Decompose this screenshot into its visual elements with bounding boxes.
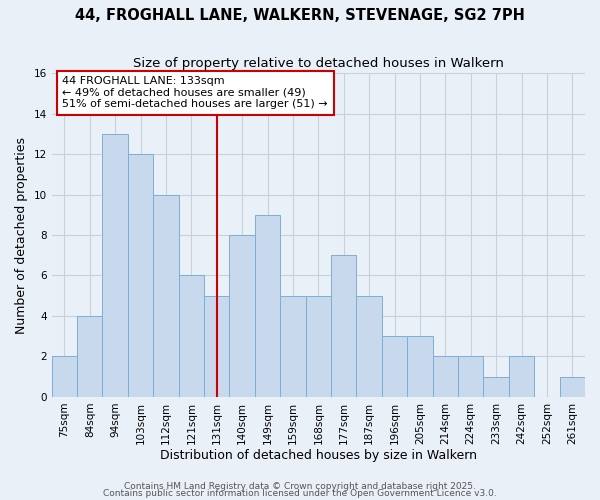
Bar [77, 316, 103, 397]
Bar [382, 336, 407, 397]
Bar [280, 296, 305, 397]
Text: Contains HM Land Registry data © Crown copyright and database right 2025.: Contains HM Land Registry data © Crown c… [124, 482, 476, 491]
Bar [356, 296, 382, 397]
Bar [52, 356, 77, 397]
Bar [458, 356, 484, 397]
Bar [331, 256, 356, 397]
Bar [407, 336, 433, 397]
Bar [128, 154, 153, 397]
Bar [560, 376, 585, 397]
Y-axis label: Number of detached properties: Number of detached properties [15, 136, 28, 334]
Bar [204, 296, 229, 397]
Title: Size of property relative to detached houses in Walkern: Size of property relative to detached ho… [133, 58, 504, 70]
Bar [509, 356, 534, 397]
Text: 44, FROGHALL LANE, WALKERN, STEVENAGE, SG2 7PH: 44, FROGHALL LANE, WALKERN, STEVENAGE, S… [75, 8, 525, 22]
X-axis label: Distribution of detached houses by size in Walkern: Distribution of detached houses by size … [160, 450, 477, 462]
Bar [179, 276, 204, 397]
Bar [103, 134, 128, 397]
Bar [153, 194, 179, 397]
Bar [229, 235, 255, 397]
Bar [484, 376, 509, 397]
Text: Contains public sector information licensed under the Open Government Licence v3: Contains public sector information licen… [103, 490, 497, 498]
Bar [305, 296, 331, 397]
Bar [433, 356, 458, 397]
Text: 44 FROGHALL LANE: 133sqm
← 49% of detached houses are smaller (49)
51% of semi-d: 44 FROGHALL LANE: 133sqm ← 49% of detach… [62, 76, 328, 110]
Bar [255, 215, 280, 397]
